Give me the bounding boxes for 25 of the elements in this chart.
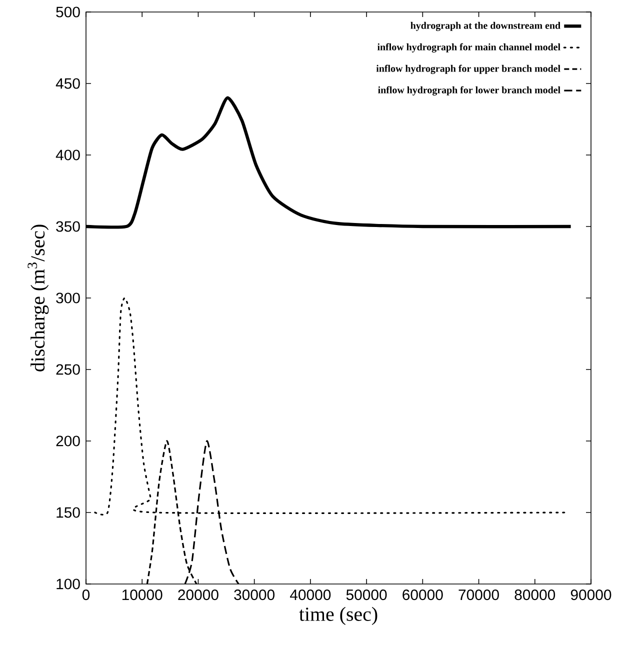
legend-label: inflow hydrograph for main channel model: [377, 43, 560, 53]
y-tick-label: 100: [56, 578, 80, 590]
x-tick-label: 70000: [458, 590, 499, 600]
x-tick-label: 60000: [402, 590, 443, 600]
x-tick-label: 30000: [234, 590, 275, 600]
y-tick-label: 450: [56, 78, 80, 89]
y-tick-label: 300: [56, 292, 80, 304]
x-tick-label: 0: [82, 590, 90, 600]
y-axis-title: discharge (m$^{3}$/sec): [28, 224, 49, 372]
x-tick-label: 80000: [514, 590, 556, 600]
x-tick-label: 50000: [346, 590, 387, 600]
y-tick-label: 350: [56, 221, 80, 232]
legend-label: hydrograph at the downstream end: [410, 22, 560, 32]
x-axis-title: time (sec): [299, 606, 378, 625]
legend-label: inflow hydrograph for lower branch model: [378, 86, 560, 96]
x-tick-label: 10000: [122, 590, 162, 600]
x-tick-label: 40000: [290, 590, 331, 600]
x-tick-label: 90000: [570, 590, 612, 600]
y-tick-label: 200: [56, 436, 80, 446]
y-tick-label: 400: [56, 150, 80, 160]
y-tick-label: 500: [56, 6, 80, 18]
legend-label: inflow hydrograph for upper branch model: [376, 64, 560, 74]
y-tick-label: 250: [56, 364, 80, 375]
y-tick-label: 150: [56, 507, 80, 518]
x-tick-label: 20000: [178, 590, 218, 600]
